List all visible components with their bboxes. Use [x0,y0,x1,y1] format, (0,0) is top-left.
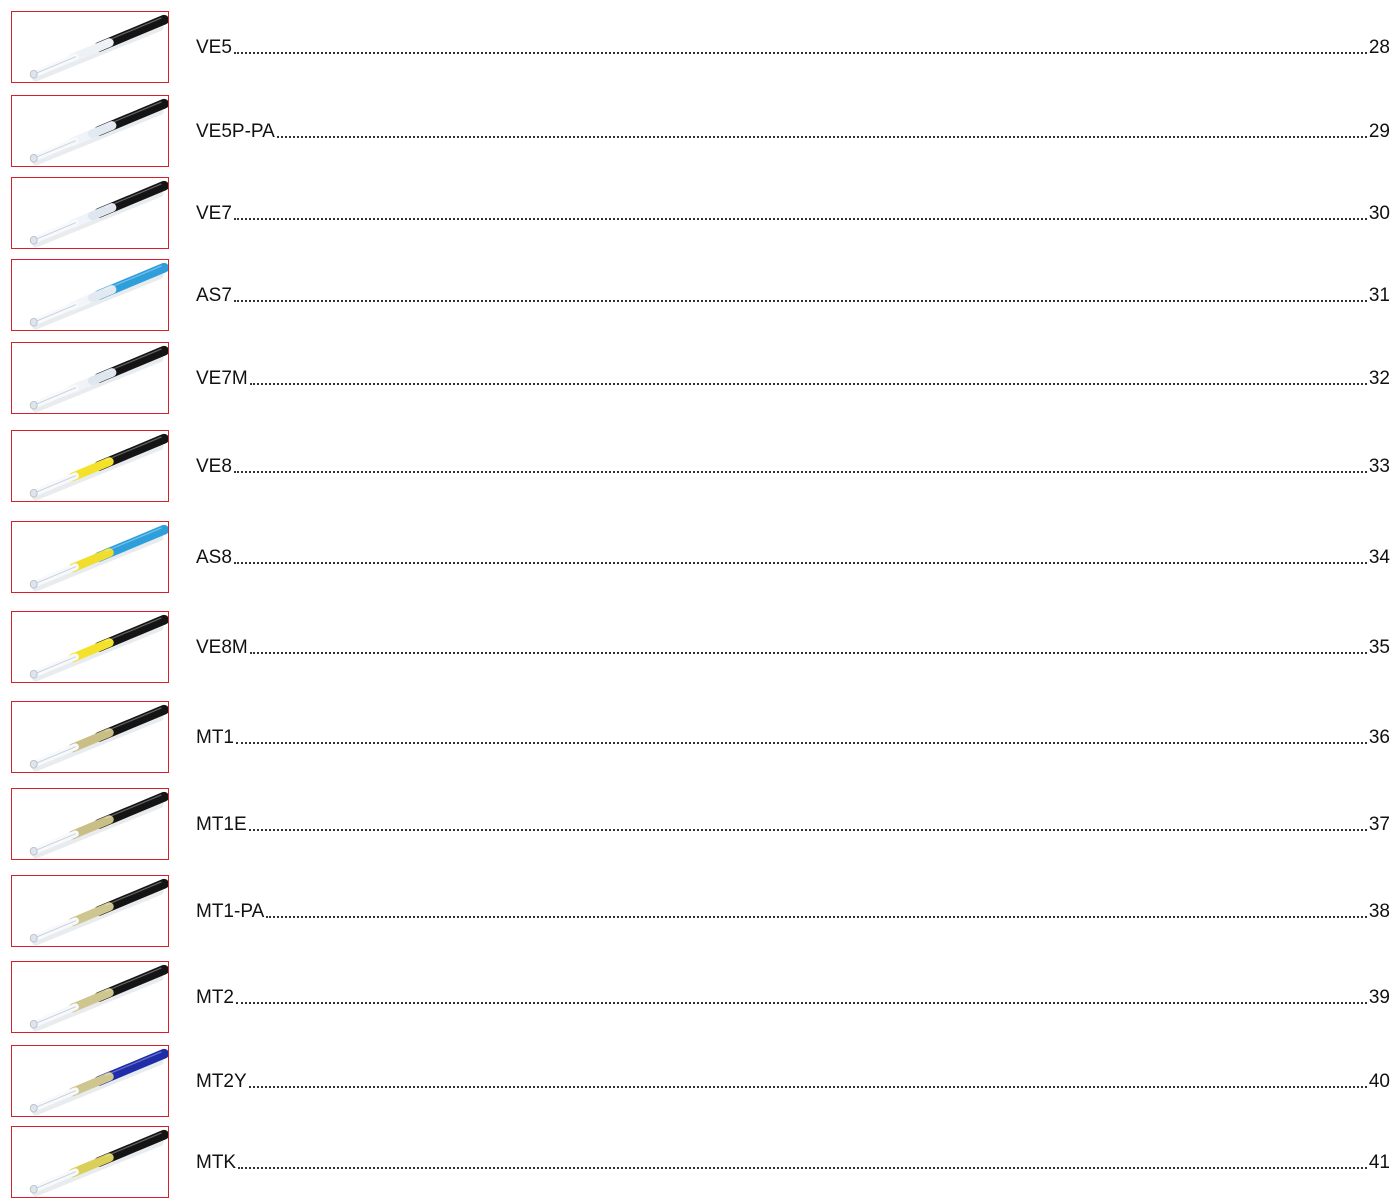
hose-band [68,1153,114,1178]
entry-name: MT1E [196,814,247,835]
toc-entry[interactable]: MT1E 37 [196,812,1390,836]
toc-entry[interactable]: VE5P-PA 29 [196,119,1390,143]
hose-thumbnail [11,521,169,593]
toc-entry[interactable]: AS7 31 [196,283,1390,307]
hose-thumbnail [11,11,169,83]
entry-name: AS8 [196,547,232,568]
dot-leader [276,136,1367,138]
page-number: 29 [1368,121,1390,142]
toc-entry[interactable]: MTK 41 [196,1150,1390,1174]
hose-band [87,121,117,139]
dot-leader [233,300,1367,302]
toc-row[interactable]: MT1 36 [0,701,1394,775]
dot-leader [233,562,1367,564]
hose-band [68,902,114,927]
hose-band [68,728,114,753]
entry-name: VE8M [196,637,248,658]
toc-row[interactable]: VE8 33 [0,430,1394,504]
toc-row[interactable]: AS7 31 [0,259,1394,333]
hose-band [68,815,114,840]
entry-name: MTK [196,1152,237,1173]
entry-name: VE8 [196,456,232,477]
hose-thumbnail [11,177,169,249]
hose-thumbnail [11,259,169,331]
entry-name: VE5P-PA [196,121,275,142]
hose-thumbnail [11,701,169,773]
toc-row[interactable]: VE5P-PA 29 [0,95,1394,169]
toc-row[interactable]: MT2 39 [0,961,1394,1035]
hose-band [87,203,117,221]
toc-row[interactable]: MT2Y 40 [0,1045,1394,1119]
hose-thumbnail [11,1126,169,1198]
toc-row[interactable]: MT1E 37 [0,788,1394,862]
dot-leader [238,1167,1367,1169]
dot-leader [236,1002,1367,1004]
dot-leader [249,652,1367,654]
entry-name: MT1 [196,727,234,748]
dot-leader [248,1086,1367,1088]
entry-name: MT2Y [196,1071,247,1092]
toc-row[interactable]: VE8M 35 [0,611,1394,685]
toc-entry[interactable]: VE8M 35 [196,635,1390,659]
dot-leader [248,829,1367,831]
page-number: 31 [1368,285,1390,306]
hose-band [68,988,114,1013]
entry-name: VE7M [196,368,248,389]
page-number: 39 [1368,987,1390,1008]
page-number: 41 [1368,1152,1390,1173]
dot-leader [233,218,1367,220]
toc-row[interactable]: VE5 28 [0,11,1394,85]
toc-entry[interactable]: VE5 28 [196,35,1390,59]
hose-thumbnail [11,788,169,860]
toc-row[interactable]: MT1-PA 38 [0,875,1394,949]
hose-band [68,457,114,482]
toc-row[interactable]: MTK 41 [0,1126,1394,1200]
toc-entry[interactable]: MT1 36 [196,725,1390,749]
entry-name: VE7 [196,203,232,224]
dot-leader [266,916,1367,918]
dot-leader [233,471,1367,473]
toc-entry[interactable]: VE8 33 [196,454,1390,478]
hose-thumbnail [11,961,169,1033]
hose-thumbnail [11,342,169,414]
dot-leader [249,383,1367,385]
hose-band [87,368,117,386]
page-number: 38 [1368,901,1390,922]
page-number: 28 [1368,37,1390,58]
toc-entry[interactable]: VE7 30 [196,201,1390,225]
dot-leader [233,52,1367,54]
toc-entry[interactable]: MT2 39 [196,985,1390,1009]
hose-thumbnail [11,95,169,167]
hose-thumbnail [11,875,169,947]
toc-row[interactable]: VE7 30 [0,177,1394,251]
hose-band [87,285,117,303]
toc-entry[interactable]: MT2Y 40 [196,1069,1390,1093]
hose-thumbnail [11,1045,169,1117]
page-number: 34 [1368,547,1390,568]
toc-row[interactable]: VE7M 32 [0,342,1394,416]
toc-entry[interactable]: MT1-PA 38 [196,899,1390,923]
page-number: 32 [1368,368,1390,389]
toc-row[interactable]: AS8 34 [0,521,1394,595]
dot-leader [236,742,1367,744]
hose-band [68,1072,114,1097]
hose-band [68,548,114,573]
hose-thumbnail [11,611,169,683]
hose-band [68,38,114,63]
page-number: 33 [1368,456,1390,477]
page-number: 37 [1368,814,1390,835]
entry-name: AS7 [196,285,232,306]
toc-entry[interactable]: AS8 34 [196,545,1390,569]
page-number: 35 [1368,637,1390,658]
entry-name: MT2 [196,987,234,1008]
page-number: 30 [1368,203,1390,224]
toc-entry[interactable]: VE7M 32 [196,366,1390,390]
hose-thumbnail [11,430,169,502]
page-number: 36 [1368,727,1390,748]
entry-name: VE5 [196,37,232,58]
page-number: 40 [1368,1071,1390,1092]
entry-name: MT1-PA [196,901,265,922]
hose-band [68,638,114,663]
